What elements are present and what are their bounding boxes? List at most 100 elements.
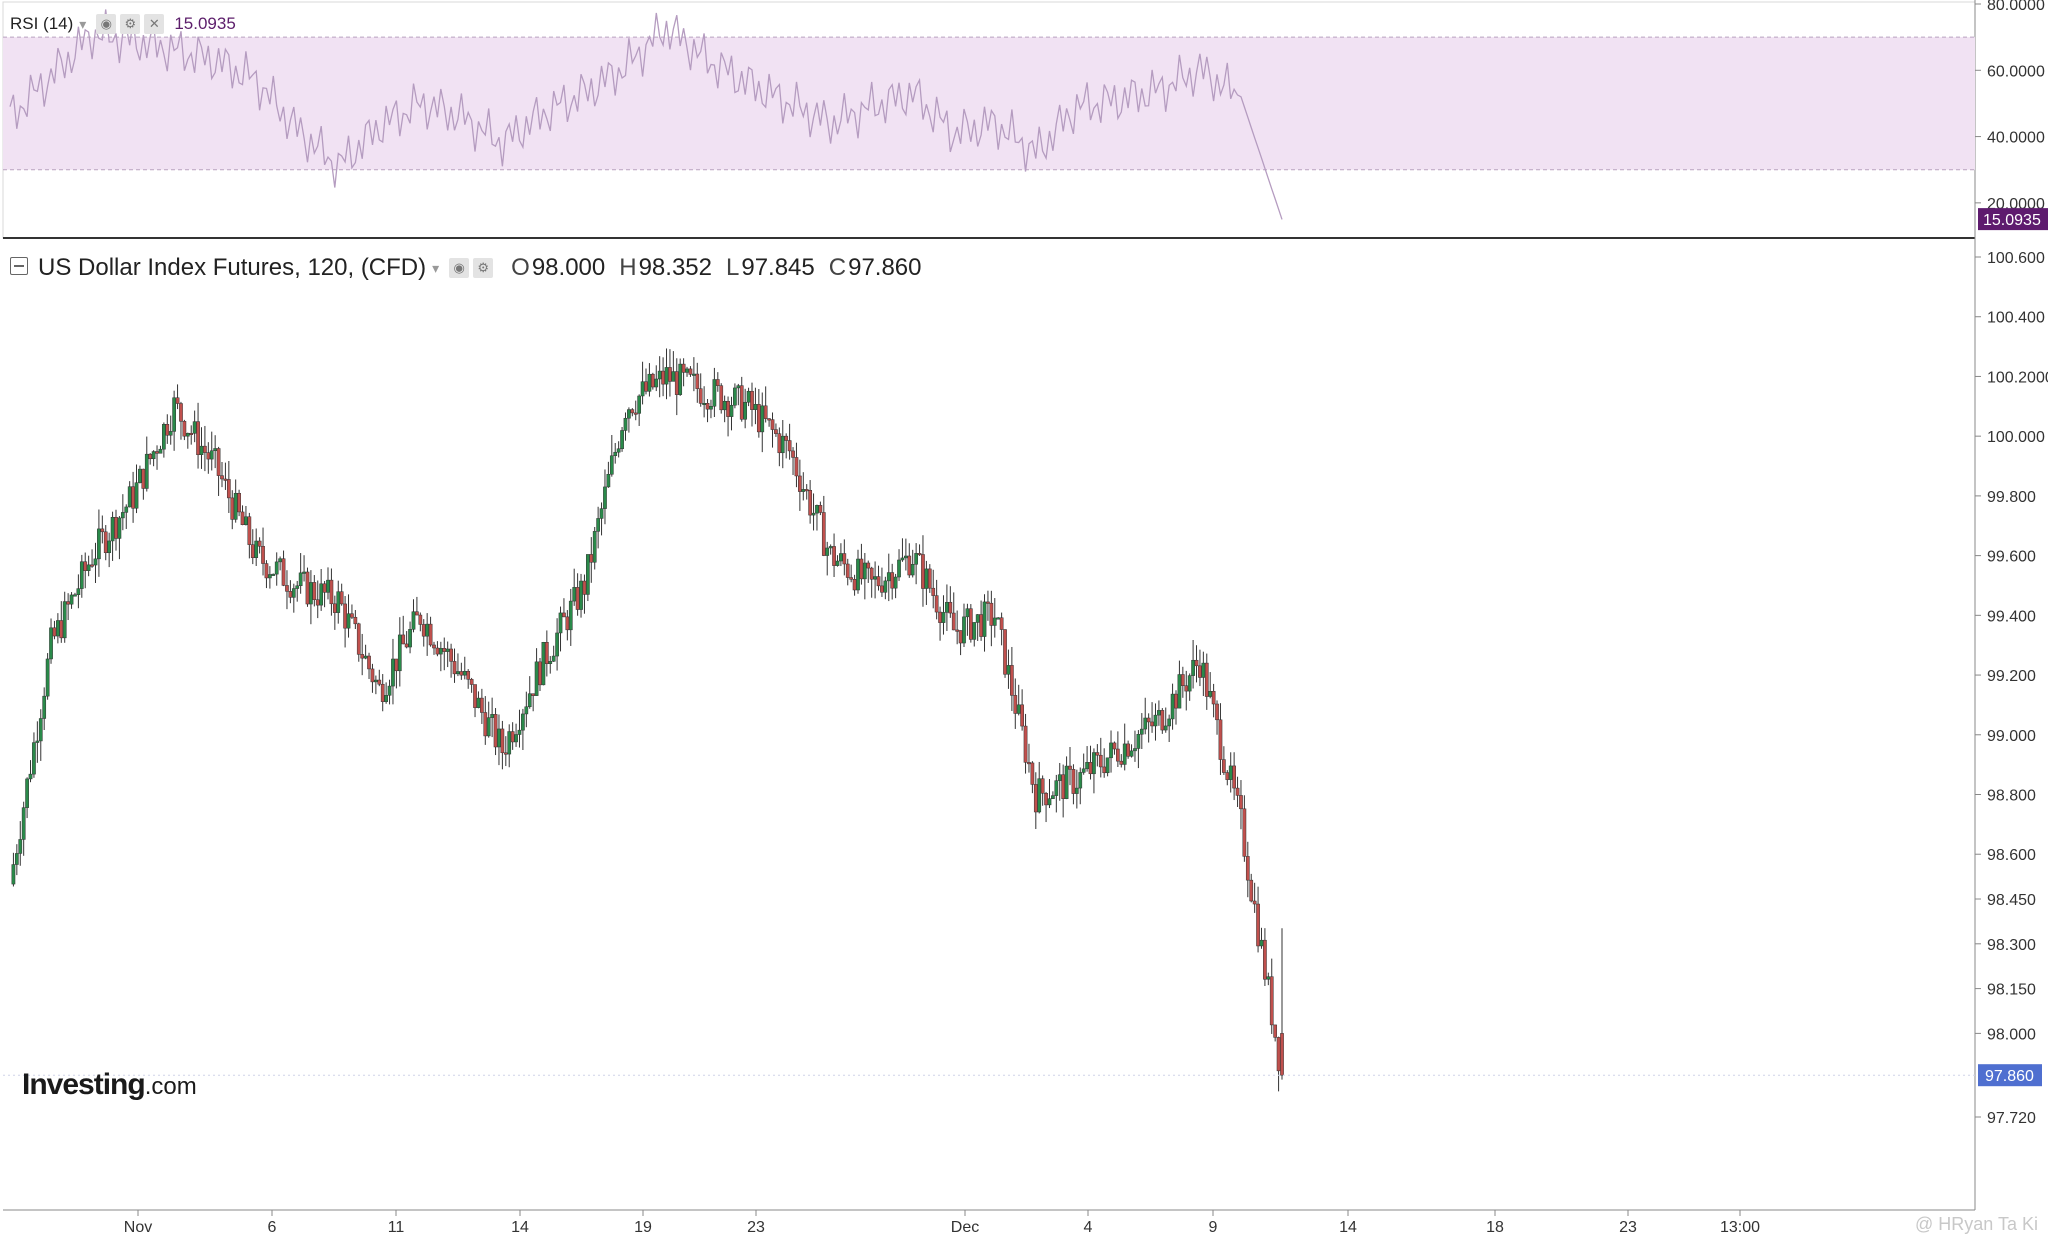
- candle-body: [640, 381, 645, 397]
- candle-body: [66, 601, 70, 605]
- candle-body: [1263, 939, 1267, 980]
- price-y-tick-label: 98.300: [1987, 937, 2036, 954]
- candle-body: [339, 591, 344, 605]
- collapse-icon[interactable]: [10, 257, 28, 275]
- candle-body: [743, 401, 748, 420]
- watermark: @ HRyan Ta Ki: [1915, 1214, 2038, 1234]
- candle-body: [1030, 762, 1035, 785]
- candle-body: [473, 684, 477, 708]
- candle-body: [825, 547, 830, 556]
- candle-body: [1006, 665, 1011, 675]
- eye-icon[interactable]: ◉: [96, 14, 117, 34]
- candle-body: [377, 679, 382, 685]
- price-y-tick-label: 99.800: [1987, 489, 2036, 506]
- candle-body: [695, 373, 700, 389]
- candle-body: [1109, 742, 1113, 759]
- candle-body: [59, 620, 64, 639]
- candle-body: [654, 378, 659, 388]
- candle-body: [62, 601, 67, 639]
- candle-body: [657, 370, 662, 380]
- open-value: 98.000: [531, 254, 606, 281]
- candle-body: [336, 591, 341, 613]
- candle-body: [1245, 856, 1250, 881]
- candle-body: [565, 616, 570, 631]
- candle-body: [322, 583, 327, 593]
- candle-body: [780, 435, 785, 454]
- candle-body: [815, 505, 819, 514]
- candle-body: [948, 601, 953, 614]
- candle-body: [182, 421, 187, 437]
- candle-body: [404, 643, 409, 648]
- candle-body: [524, 706, 529, 715]
- candle-body: [442, 648, 447, 652]
- candle-body: [921, 554, 925, 589]
- candle-body: [411, 611, 416, 630]
- candle-body: [493, 714, 498, 748]
- logo-suffix: .com: [144, 1073, 197, 1100]
- candle-body: [616, 448, 621, 453]
- candle-body: [808, 490, 812, 516]
- candle-body: [100, 528, 105, 533]
- candle-body: [1259, 939, 1264, 947]
- rsi-current-value: 15.0935: [174, 14, 236, 33]
- candle-body: [1198, 665, 1202, 678]
- candle-body: [804, 489, 809, 492]
- price-y-tick-label: 97.720: [1987, 1110, 2036, 1127]
- chevron-down-icon[interactable]: ▾: [79, 15, 87, 32]
- candle-body: [1129, 750, 1134, 757]
- candle-body: [387, 685, 392, 696]
- candle-body: [1061, 774, 1066, 799]
- candle-body: [1136, 734, 1141, 749]
- candle-body: [1218, 719, 1223, 760]
- candle-body: [818, 505, 823, 513]
- rsi-last-badge: [1978, 208, 2048, 231]
- candle-body: [644, 381, 648, 392]
- candle-body: [1208, 691, 1213, 697]
- candle-body: [880, 585, 884, 593]
- candle-body: [507, 731, 512, 755]
- candle-body: [1160, 710, 1165, 731]
- candle-body: [469, 679, 474, 685]
- candle-body: [247, 516, 252, 545]
- low-value: 97.845: [741, 254, 815, 281]
- gear-icon[interactable]: ⚙: [120, 14, 141, 34]
- candle-body: [972, 622, 977, 640]
- candle-body: [288, 591, 293, 598]
- candle-body: [56, 620, 60, 637]
- candle-body: [151, 451, 156, 460]
- main-legend: US Dollar Index Futures, 120, (CFD) ▾ ◉ …: [10, 254, 922, 282]
- gear-icon[interactable]: ⚙: [473, 258, 494, 278]
- candle-body: [941, 612, 946, 623]
- open-key: O: [511, 254, 530, 281]
- eye-icon[interactable]: ◉: [449, 258, 470, 278]
- candle-body: [1095, 752, 1100, 756]
- candle-body: [158, 448, 163, 454]
- candle-body: [401, 634, 406, 645]
- candle-body: [596, 518, 600, 532]
- candle-body: [647, 373, 652, 392]
- close-value: 97.860: [848, 254, 922, 281]
- candle-body: [1139, 728, 1144, 735]
- candle-body: [138, 468, 142, 483]
- x-tick-label: 9: [1209, 1219, 1218, 1236]
- candle-body: [558, 612, 563, 634]
- close-icon[interactable]: ✕: [144, 14, 165, 34]
- chevron-down-icon[interactable]: ▾: [432, 259, 440, 276]
- candle-body: [627, 409, 631, 419]
- candle-body: [18, 839, 23, 854]
- candle-body: [801, 489, 806, 492]
- price-y-tick-label: 99.200: [1987, 668, 2036, 685]
- candle-body: [562, 612, 566, 618]
- candle-body: [185, 432, 190, 437]
- x-tick-label: 19: [634, 1219, 652, 1236]
- candle-body: [1269, 976, 1274, 1026]
- candle-body: [315, 599, 320, 606]
- candle-body: [97, 528, 101, 560]
- candle-body: [209, 450, 214, 460]
- candle-body: [514, 734, 518, 743]
- candle-body: [992, 617, 997, 626]
- candle-body: [1239, 795, 1243, 810]
- candle-body: [527, 693, 532, 708]
- candle-body: [1085, 762, 1089, 770]
